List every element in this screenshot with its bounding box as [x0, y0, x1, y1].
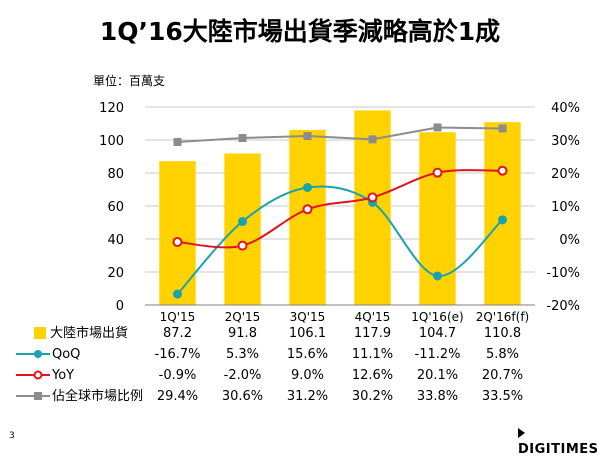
table-value: 33.8% [417, 389, 458, 404]
table-value: 5.3% [226, 347, 259, 362]
point-series-1 [367, 192, 378, 203]
table-value: -0.9% [159, 368, 197, 383]
legend-bar-swatch [34, 327, 46, 339]
right-tick-label: -20% [546, 299, 580, 314]
point-series-0 [433, 271, 442, 281]
category-label: 3Q'15 [290, 310, 326, 324]
category-label: 2Q'16f(f) [476, 310, 529, 324]
point-series-1 [497, 165, 508, 176]
left-tick-label: 80 [107, 167, 124, 182]
logo-arrow-icon [518, 428, 525, 438]
table-value: 15.6% [287, 347, 328, 362]
legend-marker-3 [34, 392, 42, 400]
point-series-2 [173, 137, 182, 146]
table-value: 12.6% [352, 368, 393, 383]
table-value: 87.2 [163, 326, 192, 341]
table-value: 33.5% [482, 389, 523, 404]
slide-title: 1Q’16大陸市場出貨季減略高於1成 [99, 17, 501, 46]
table-value: -2.0% [224, 368, 262, 383]
point-series-1 [432, 167, 443, 178]
table-value: 31.2% [287, 389, 328, 404]
table-value: -11.2% [415, 347, 461, 362]
right-tick-label: 0% [559, 233, 580, 248]
point-series-0 [238, 217, 247, 227]
legend-marker-2 [33, 370, 43, 380]
point-series-2 [368, 135, 377, 144]
unit-label: 單位：百萬支 [93, 74, 166, 88]
point-series-2 [433, 123, 442, 132]
category-label: 4Q'15 [355, 310, 391, 324]
table-value: 9.0% [291, 368, 324, 383]
table-value: 106.1 [289, 326, 326, 341]
table-value: 104.7 [419, 326, 456, 341]
right-tick-label: 20% [551, 167, 580, 182]
legend-marker-1 [34, 350, 42, 358]
right-tick-label: 40% [551, 101, 580, 116]
legend-label: QoQ [52, 347, 80, 362]
table-value: 11.1% [352, 347, 393, 362]
point-series-0 [498, 215, 507, 225]
legend-label: 佔全球市場比例 [52, 388, 143, 404]
point-series-1 [302, 204, 313, 215]
left-tick-label: 0 [116, 299, 124, 314]
bar-5 [484, 122, 521, 306]
point-series-1 [172, 236, 183, 247]
right-tick-label: -10% [546, 266, 580, 281]
table-value: 30.6% [222, 389, 263, 404]
line-series-0 [176, 185, 504, 295]
left-tick-label: 120 [99, 101, 124, 116]
category-label: 1Q'15 [160, 310, 196, 324]
category-label: 1Q'16(e) [411, 310, 463, 324]
line-series-2 [177, 126, 503, 143]
point-series-2 [238, 134, 247, 143]
point-series-0 [173, 289, 182, 299]
table-value: 20.1% [417, 368, 458, 383]
category-label: 2Q'15 [225, 310, 261, 324]
point-series-0 [303, 183, 312, 193]
point-series-2 [303, 132, 312, 141]
left-tick-label: 40 [107, 233, 124, 248]
line-series-1 [177, 169, 503, 249]
digitimes-logo: DIGITIMES [518, 427, 600, 457]
right-tick-label: 10% [551, 200, 580, 215]
left-tick-label: 100 [99, 134, 124, 149]
bar-0 [159, 161, 196, 305]
right-tick-label: 30% [551, 134, 580, 149]
table-value: 30.2% [352, 389, 393, 404]
table-value: 110.8 [484, 326, 521, 341]
table-value: 5.8% [486, 347, 519, 362]
left-tick-label: 60 [107, 200, 124, 215]
bar-1 [224, 153, 261, 305]
left-tick-label: 20 [107, 266, 124, 281]
table-value: 20.7% [482, 368, 523, 383]
legend-label: YoY [51, 368, 74, 383]
table-value: 91.8 [228, 326, 257, 341]
table-value: -16.7% [155, 347, 201, 362]
table-value: 117.9 [354, 326, 391, 341]
point-series-2 [498, 124, 507, 133]
slide-number: 3 [9, 431, 15, 441]
point-series-1 [237, 240, 248, 251]
bar-2 [289, 129, 326, 305]
table-value: 29.4% [157, 389, 198, 404]
legend-label: 大陸市場出貨 [50, 325, 128, 341]
